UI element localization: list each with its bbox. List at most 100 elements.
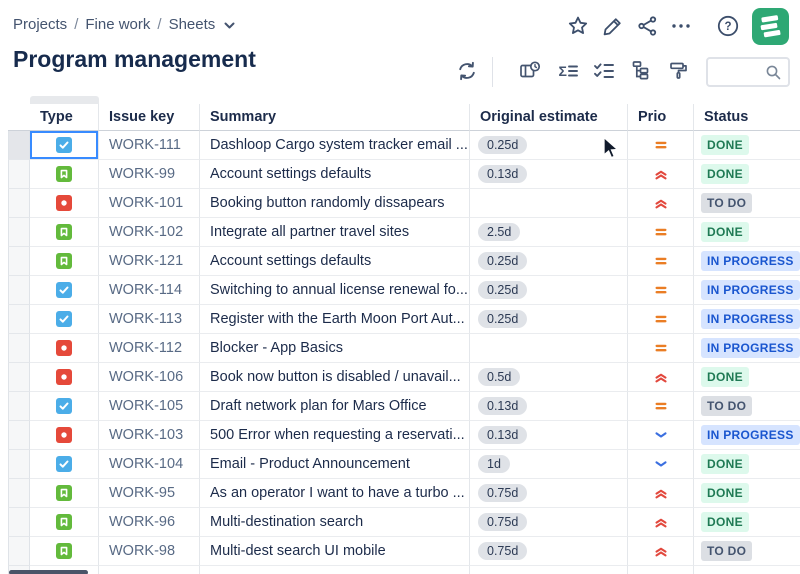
priority-cell[interactable] — [628, 479, 694, 508]
status-cell[interactable]: IN PROGRESS — [694, 334, 800, 363]
row-gutter[interactable] — [8, 189, 30, 218]
issue-key[interactable]: WORK-95 — [99, 479, 200, 508]
priority-cell[interactable] — [628, 305, 694, 334]
status-cell[interactable]: TO DO — [694, 189, 800, 218]
issue-type-cell[interactable] — [30, 363, 99, 392]
gutter-header[interactable] — [8, 104, 30, 131]
estimate-cell[interactable]: 0.75d — [470, 479, 628, 508]
issue-key[interactable]: WORK-111 — [99, 131, 200, 160]
issue-type-cell[interactable] — [30, 276, 99, 305]
issue-type-cell[interactable] — [30, 218, 99, 247]
issue-type-cell[interactable] — [30, 189, 99, 218]
edit-icon[interactable] — [601, 14, 625, 38]
issue-type-cell[interactable] — [30, 334, 99, 363]
priority-cell[interactable] — [628, 334, 694, 363]
estimate-cell[interactable]: 0.25d — [470, 305, 628, 334]
issue-key[interactable]: WORK-114 — [99, 276, 200, 305]
column-header-type[interactable]: Type — [30, 104, 99, 131]
priority-cell[interactable] — [628, 450, 694, 479]
row-gutter[interactable] — [8, 450, 30, 479]
status-cell[interactable]: DONE — [694, 450, 800, 479]
status-cell[interactable]: IN PROGRESS — [694, 276, 800, 305]
status-cell[interactable]: DONE — [694, 508, 800, 537]
estimate-cell[interactable] — [470, 334, 628, 363]
column-header-summary[interactable]: Summary — [200, 104, 470, 131]
issue-key[interactable]: WORK-104 — [99, 450, 200, 479]
breadcrumb-sheets[interactable]: Sheets — [168, 16, 216, 33]
issue-summary[interactable]: Register with the Earth Moon Port Aut... — [200, 305, 470, 334]
priority-cell[interactable] — [628, 131, 694, 160]
status-cell[interactable]: TO DO — [694, 392, 800, 421]
hierarchy-icon[interactable] — [630, 59, 654, 83]
issue-key[interactable]: WORK-99 — [99, 160, 200, 189]
estimate-cell[interactable]: 2.5d — [470, 218, 628, 247]
star-icon[interactable] — [566, 14, 590, 38]
issue-key[interactable]: WORK-112 — [99, 334, 200, 363]
priority-cell[interactable] — [628, 421, 694, 450]
priority-cell[interactable] — [628, 363, 694, 392]
row-gutter[interactable] — [8, 363, 30, 392]
priority-cell[interactable] — [628, 189, 694, 218]
issue-type-cell[interactable] — [30, 450, 99, 479]
row-gutter[interactable] — [8, 334, 30, 363]
row-gutter[interactable] — [8, 479, 30, 508]
issue-type-cell[interactable] — [30, 305, 99, 334]
issue-key[interactable]: WORK-96 — [99, 508, 200, 537]
help-icon[interactable]: ? — [716, 14, 740, 38]
issue-summary[interactable]: Draft network plan for Mars Office — [200, 392, 470, 421]
estimate-cell[interactable]: 0.13d — [470, 392, 628, 421]
estimate-card-icon[interactable] — [518, 59, 542, 83]
breadcrumb-project-name[interactable]: Fine work — [85, 16, 151, 33]
row-gutter[interactable] — [8, 537, 30, 566]
row-gutter[interactable] — [8, 392, 30, 421]
status-cell[interactable]: DONE — [694, 218, 800, 247]
issue-summary[interactable]: 500 Error when requesting a reservati... — [200, 421, 470, 450]
more-icon[interactable] — [669, 14, 693, 38]
sheets-app-logo[interactable] — [752, 8, 789, 45]
status-cell[interactable]: DONE — [694, 479, 800, 508]
issue-summary[interactable]: Multi-dest search UI mobile — [200, 537, 470, 566]
issue-type-cell[interactable] — [30, 392, 99, 421]
issue-key[interactable]: WORK-121 — [99, 247, 200, 276]
status-cell[interactable]: IN PROGRESS — [694, 247, 800, 276]
estimate-cell[interactable]: 1d — [470, 450, 628, 479]
estimate-cell[interactable]: 0.5d — [470, 363, 628, 392]
column-header-status[interactable]: Status — [694, 104, 800, 131]
issue-type-cell[interactable] — [30, 508, 99, 537]
issue-type-cell[interactable] — [30, 421, 99, 450]
priority-cell[interactable] — [628, 537, 694, 566]
issue-summary[interactable]: Booking button randomly dissapears — [200, 189, 470, 218]
priority-cell[interactable] — [628, 392, 694, 421]
status-cell[interactable]: IN PROGRESS — [694, 421, 800, 450]
issue-type-cell[interactable] — [30, 131, 99, 160]
issue-summary[interactable]: Blocker - App Basics — [200, 334, 470, 363]
issue-type-cell[interactable] — [30, 479, 99, 508]
estimate-cell[interactable]: 0.25d — [470, 276, 628, 305]
issue-summary[interactable]: Book now button is disabled / unavail... — [200, 363, 470, 392]
status-cell[interactable]: DONE — [694, 363, 800, 392]
breadcrumb-projects[interactable]: Projects — [13, 16, 68, 33]
status-cell[interactable]: DONE — [694, 131, 800, 160]
column-header-original-estimate[interactable]: Original estimate — [470, 104, 628, 131]
issue-summary[interactable]: Email - Product Announcement — [200, 450, 470, 479]
issue-type-cell[interactable] — [30, 160, 99, 189]
issue-summary[interactable]: Dashloop Cargo system tracker email ... — [200, 131, 470, 160]
issue-summary[interactable]: Switching to annual license renewal fo..… — [200, 276, 470, 305]
row-gutter[interactable] — [8, 305, 30, 334]
format-painter-icon[interactable] — [667, 59, 691, 83]
priority-cell[interactable] — [628, 218, 694, 247]
issue-summary[interactable]: Account settings defaults — [200, 247, 470, 276]
priority-cell[interactable] — [628, 160, 694, 189]
status-cell[interactable]: IN PROGRESS — [694, 305, 800, 334]
issue-summary[interactable]: Integrate all partner travel sites — [200, 218, 470, 247]
issue-summary[interactable]: Account settings defaults — [200, 160, 470, 189]
row-gutter[interactable] — [8, 508, 30, 537]
issue-key[interactable]: WORK-102 — [99, 218, 200, 247]
estimate-cell[interactable] — [470, 189, 628, 218]
issue-key[interactable]: WORK-98 — [99, 537, 200, 566]
issue-key[interactable]: WORK-106 — [99, 363, 200, 392]
issue-key[interactable]: WORK-103 — [99, 421, 200, 450]
column-header-prio[interactable]: Prio — [628, 104, 694, 131]
search-input[interactable] — [708, 64, 765, 80]
estimate-cell[interactable]: 0.25d — [470, 131, 628, 160]
